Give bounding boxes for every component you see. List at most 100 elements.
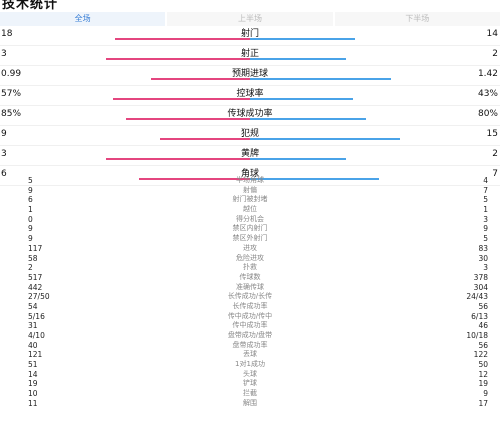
away-value: 378 (473, 272, 488, 282)
away-value: 50 (478, 360, 488, 370)
away-value: 17 (478, 398, 488, 408)
row-divider (0, 65, 500, 66)
row-divider (0, 185, 500, 186)
stat-row: 6 射门被封堵 5 (0, 195, 500, 205)
stat-label: 禁区外射门 (232, 234, 268, 243)
home-value: 19 (28, 379, 38, 389)
row-divider (0, 105, 500, 106)
home-value: 4/10 (28, 331, 45, 340)
home-bar (139, 178, 250, 180)
stat-row: 0 得分机会 3 (0, 215, 500, 225)
away-value: 3 (483, 214, 488, 224)
stat-label: 黄牌 (240, 149, 259, 159)
stat-row: 18 射门 14 (0, 28, 500, 48)
home-value: 3 (1, 49, 7, 59)
home-value: 1 (28, 205, 33, 215)
stat-row: 9 禁区内射门 9 (0, 224, 500, 234)
away-value: 6/13 (471, 311, 488, 321)
home-value: 9 (1, 129, 7, 139)
stat-row: 10 拦截 9 (0, 389, 500, 399)
away-value: 12 (478, 369, 488, 379)
stat-row: 11 解围 17 (0, 399, 500, 409)
away-value: 9 (483, 389, 488, 399)
stat-label: 预期进球 (231, 69, 268, 79)
home-value: 3 (1, 149, 7, 159)
stat-label: 解围 (243, 398, 257, 407)
stat-row: 442 准确传球 304 (0, 283, 500, 293)
row-divider (0, 165, 500, 166)
home-value: 6 (28, 195, 33, 205)
home-value: 117 (28, 243, 43, 253)
stat-label: 传球成功率 (227, 109, 273, 119)
stat-label: 射门被封堵 (232, 195, 268, 204)
away-value: 56 (478, 301, 488, 311)
away-bar (250, 138, 400, 140)
stat-row: 517 传球数 378 (0, 273, 500, 283)
stat-label: 拦截 (243, 389, 257, 398)
stat-label: 头球 (243, 369, 257, 378)
stat-row: 19 铲球 19 (0, 379, 500, 389)
stat-row: 40 盘带成功率 56 (0, 341, 500, 351)
home-bar (113, 98, 250, 100)
stat-row: 5 半场角球 4 (0, 176, 500, 186)
tab-second-half[interactable]: 下半场 (334, 12, 500, 26)
away-value: 3 (483, 263, 488, 273)
stat-label: 控球率 (236, 89, 264, 99)
home-value: 10 (28, 389, 38, 399)
stat-row: 14 头球 12 (0, 370, 500, 380)
away-value: 30 (478, 253, 488, 263)
stat-label: 扑救 (243, 263, 257, 272)
away-value: 56 (478, 340, 488, 350)
stat-label: 传球数 (239, 272, 261, 281)
stat-row: 58 危险进攻 30 (0, 254, 500, 264)
home-value: 14 (28, 369, 38, 379)
row-divider (0, 125, 500, 126)
away-value: 2 (492, 149, 498, 159)
home-value: 40 (28, 340, 38, 350)
stat-label: 射偏 (243, 185, 257, 194)
home-value: 27/50 (28, 292, 50, 302)
away-value: 1.42 (477, 69, 498, 79)
stat-row: 3 黄牌 2 (0, 148, 500, 168)
stat-row: 1 越位 1 (0, 205, 500, 215)
stat-row: 27/50 长传成功/长传 24/43 (0, 292, 500, 302)
home-value: 121 (28, 350, 43, 360)
away-value: 7 (492, 169, 498, 179)
stat-label: 准确传球 (236, 282, 264, 291)
stat-label: 危险进攻 (236, 253, 264, 262)
home-value: 58 (28, 253, 38, 263)
stat-row: 54 长传成功率 56 (0, 302, 500, 312)
stat-row: 85% 传球成功率 80% (0, 108, 500, 128)
stat-label: 射门 (240, 29, 259, 39)
stat-row: 0.99 预期进球 1.42 (0, 68, 500, 88)
away-bar (250, 118, 367, 120)
away-value: 19 (478, 379, 488, 389)
away-bar (250, 158, 346, 160)
stat-label: 1对1成功 (235, 360, 265, 369)
stat-label: 盘带成功/盘带 (227, 331, 273, 339)
home-value: 2 (28, 263, 33, 273)
page-title: 技术统计 (2, 0, 59, 12)
away-bar (250, 58, 346, 60)
row-divider (0, 85, 500, 86)
away-bar (250, 38, 355, 40)
home-value: 5 (28, 176, 33, 185)
stat-row: 9 犯规 15 (0, 128, 500, 148)
away-value: 15 (486, 129, 498, 139)
stat-label: 进攻 (243, 243, 257, 252)
stat-label: 铲球 (243, 379, 257, 388)
away-value: 5 (483, 234, 488, 244)
home-value: 11 (28, 398, 38, 408)
stat-label: 丢球 (243, 350, 257, 359)
tab-first-half[interactable]: 上半场 (167, 12, 333, 26)
home-value: 9 (28, 185, 33, 195)
stat-label: 禁区内射门 (232, 224, 268, 233)
away-value: 83 (478, 243, 488, 253)
home-value: 18 (1, 29, 13, 39)
tab-full-match[interactable]: 全场 (0, 12, 166, 26)
stat-row: 3 射正 2 (0, 48, 500, 68)
home-bar (106, 58, 250, 60)
away-value: 9 (483, 224, 488, 234)
away-value: 43% (477, 89, 498, 99)
away-value: 4 (483, 176, 488, 185)
